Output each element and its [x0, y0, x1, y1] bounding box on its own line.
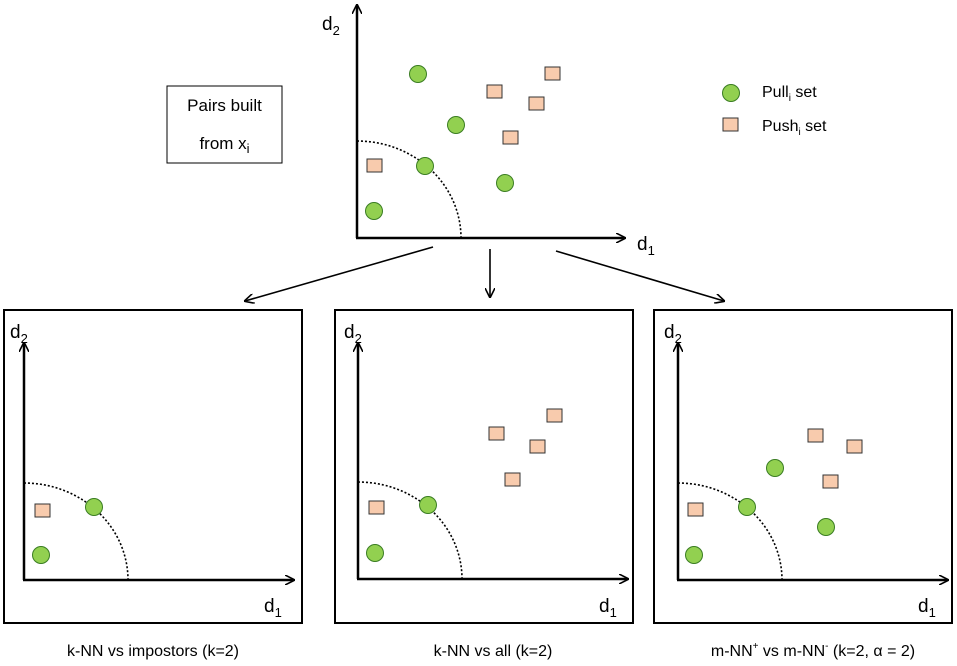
legend-pull-label: Pulli set — [762, 84, 817, 104]
push-point — [486, 84, 503, 99]
pull-point — [447, 116, 465, 134]
left-x-axis-label: d1 — [264, 596, 282, 620]
middle-neighborhood-arc — [357, 481, 463, 580]
push-point — [807, 428, 824, 443]
push-point — [528, 96, 545, 111]
connector-arrows — [245, 246, 724, 301]
arrow-to-left-panel — [245, 246, 434, 301]
caption-left-panel: k-NN vs impostors (k=2) — [67, 643, 239, 660]
push-point — [34, 503, 51, 518]
push-point — [822, 474, 839, 489]
legend: Pulli set Pushi set — [722, 84, 827, 138]
top-plot: d2 d1 — [322, 5, 655, 258]
info-box-line-1: Pairs built — [187, 96, 262, 115]
top-y-axis-label: d2 — [322, 14, 340, 38]
info-box-line-2: from xi — [199, 134, 249, 156]
left-panel-frame — [3, 309, 303, 624]
info-box: Pairs built from xi — [166, 85, 283, 164]
right-x-axis-label: d1 — [918, 596, 936, 620]
middle-panel: d2 d1 — [334, 309, 634, 624]
push-point — [488, 426, 505, 441]
pull-point — [685, 546, 703, 564]
caption-right-panel: m-NN+ vs m-NN- (k=2, α = 2) — [711, 641, 915, 660]
pull-point — [409, 65, 427, 83]
left-neighborhood-arc — [23, 482, 129, 581]
middle-panel-frame — [334, 309, 634, 624]
left-y-axis-label: d2 — [10, 322, 28, 346]
top-x-axis-label: d1 — [637, 234, 655, 258]
pull-point — [85, 498, 103, 516]
legend-push-label: Pushi set — [762, 118, 827, 138]
pull-point — [419, 496, 437, 514]
push-point — [502, 130, 519, 145]
push-point — [504, 472, 521, 487]
right-y-axis-label: d2 — [664, 322, 682, 346]
push-point — [544, 66, 561, 81]
push-point — [846, 439, 863, 454]
pull-point — [496, 174, 514, 192]
push-point — [546, 408, 563, 423]
pull-point — [32, 546, 50, 564]
arrow-to-right-panel — [555, 250, 724, 301]
right-panel-frame — [653, 309, 953, 624]
middle-y-axis-label: d2 — [344, 322, 362, 346]
left-panel: d2 d1 — [3, 309, 303, 624]
push-point — [368, 500, 385, 515]
middle-x-axis-label: d1 — [599, 596, 617, 620]
green-circle-icon — [722, 84, 740, 102]
top-neighborhood-arc — [356, 140, 462, 239]
pull-point — [416, 157, 434, 175]
pull-point — [738, 498, 756, 516]
push-point — [687, 502, 704, 517]
right-panel: d2 d1 — [653, 309, 953, 624]
pull-point — [365, 202, 383, 220]
info-box-frame — [166, 85, 283, 164]
push-point — [529, 439, 546, 454]
right-neighborhood-arc — [677, 482, 783, 581]
pull-point — [817, 518, 835, 536]
pull-point — [766, 459, 784, 477]
push-point — [366, 158, 383, 173]
pull-point — [366, 544, 384, 562]
caption-middle-panel: k-NN vs all (k=2) — [434, 643, 553, 660]
orange-square-icon — [722, 117, 739, 132]
